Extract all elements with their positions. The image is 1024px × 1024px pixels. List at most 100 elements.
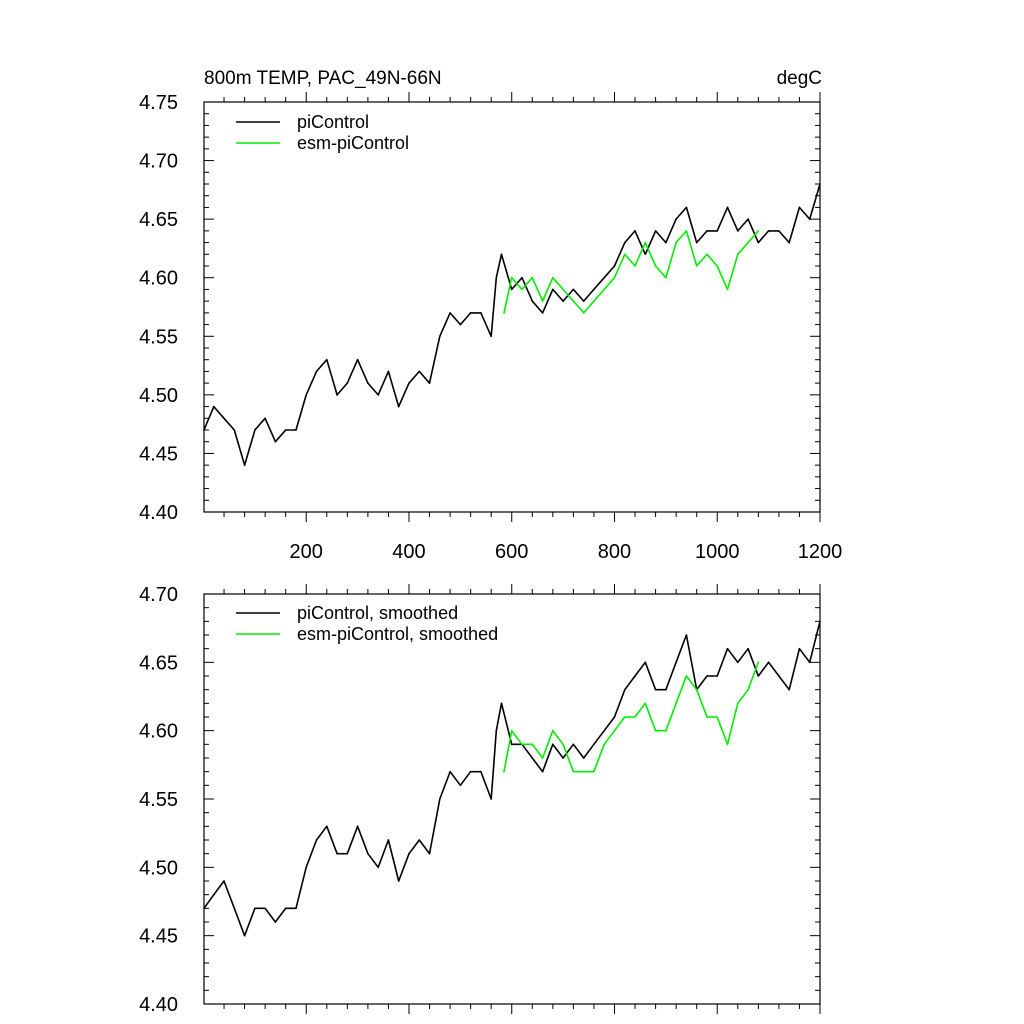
data-point: [552, 743, 554, 746]
data-point: [336, 394, 338, 396]
data-point: [634, 716, 636, 718]
panel-top: 4.40 4.45 4.50 4.55 4.60 4.65 4.70 4.75 200 400 60…: [139, 68, 842, 563]
data-point: [223, 417, 225, 420]
data-point: [624, 241, 626, 244]
data-point: [582, 770, 585, 773]
data-point: [726, 206, 729, 209]
data-point: [737, 253, 739, 256]
y-tick-label: 4.70: [139, 151, 178, 173]
data-point: [757, 230, 760, 232]
data-point: [706, 675, 708, 677]
y-tick-label: 4.60: [139, 721, 178, 743]
data-point: [665, 241, 667, 244]
data-point: [490, 335, 493, 338]
data-point: [624, 716, 626, 718]
data-point: [562, 300, 564, 302]
data-point: [469, 770, 472, 773]
data-point: [737, 661, 739, 664]
data-point: [243, 934, 246, 937]
data-point: [675, 218, 677, 220]
y-tick-label: 4.40: [139, 994, 178, 1016]
data-point: [326, 358, 328, 361]
data-point: [572, 288, 575, 291]
data-point: [428, 852, 431, 855]
data-point: [788, 241, 790, 244]
data-point: [541, 300, 544, 302]
data-point: [654, 230, 657, 232]
data-point: [243, 464, 246, 466]
data-point: [439, 335, 441, 338]
data-point: [346, 852, 349, 855]
y-tick-label: 4.70: [139, 584, 178, 606]
data-point: [654, 265, 657, 267]
data-point: [819, 620, 821, 623]
y-tick-label: 4.45: [139, 443, 178, 465]
plot-frame: [203, 593, 821, 1005]
data-point: [675, 241, 677, 244]
data-point: [757, 661, 760, 664]
data-point: [510, 276, 513, 279]
data-point: [726, 288, 729, 291]
data-point: [582, 312, 585, 314]
data-point: [367, 852, 369, 855]
data-point: [716, 230, 718, 232]
data-point: [295, 907, 297, 910]
chart-title: 800m TEMP, PAC_49N-66N: [204, 68, 442, 89]
plot-frame: [203, 101, 821, 513]
data-point: [706, 253, 708, 256]
data-point: [737, 702, 739, 705]
legend-label: piControl: [297, 112, 369, 132]
data-point: [613, 276, 616, 279]
data-point: [613, 265, 616, 267]
data-point: [254, 429, 256, 431]
data-point: [449, 770, 451, 773]
data-point: [503, 770, 505, 773]
data-point: [603, 743, 605, 746]
data-point: [634, 230, 636, 232]
data-point: [582, 300, 585, 302]
data-point: [367, 382, 369, 384]
data-point: [757, 675, 760, 677]
data-point: [613, 729, 616, 732]
data-point: [675, 661, 677, 664]
data-point: [213, 893, 215, 896]
data-point: [716, 716, 718, 718]
data-point: [356, 825, 359, 828]
data-point: [593, 288, 595, 291]
data-point: [665, 688, 667, 691]
data-point: [397, 405, 400, 408]
data-point: [654, 688, 657, 691]
data-point: [695, 265, 698, 267]
x-tick-label: 600: [495, 541, 528, 563]
data-point: [387, 839, 390, 841]
series-line-esm-picontrol: [503, 230, 759, 314]
data-point: [788, 688, 790, 691]
data-point: [510, 729, 513, 732]
data-point: [510, 743, 513, 746]
data-point: [737, 230, 739, 232]
data-point: [408, 852, 410, 855]
data-point: [264, 907, 266, 910]
data-point: [377, 866, 380, 869]
data-point: [603, 288, 605, 291]
data-point: [531, 300, 534, 302]
data-point: [449, 312, 451, 314]
data-point: [695, 241, 698, 244]
data-point: [778, 230, 780, 232]
data-point: [274, 440, 277, 443]
data-point: [521, 743, 523, 746]
data-point: [654, 729, 657, 732]
data-point: [428, 382, 431, 384]
data-point: [552, 288, 554, 291]
data-point: [798, 206, 801, 209]
data-point: [503, 312, 505, 314]
data-point: [531, 757, 534, 759]
data-point: [439, 798, 441, 800]
data-point: [747, 218, 749, 220]
y-tick-label: 4.75: [139, 92, 178, 114]
data-point: [521, 288, 523, 291]
data-point: [336, 852, 338, 855]
data-point: [747, 647, 749, 650]
data-point: [495, 276, 498, 279]
